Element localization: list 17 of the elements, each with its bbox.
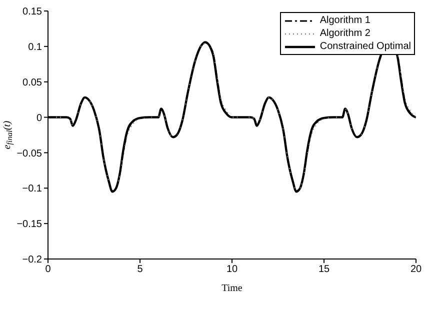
y-tick-label: 0.1 — [28, 42, 42, 53]
legend-label: Constrained Optimal — [320, 41, 411, 52]
y-tick-label: 0 — [36, 112, 42, 124]
x-tick-label: 10 — [226, 264, 238, 276]
y-tick-label: −0.05 — [16, 148, 42, 160]
y-tick-label: −0.2 — [22, 254, 42, 266]
x-tick-label: 0 — [45, 264, 52, 276]
x-tick-label: 20 — [410, 264, 422, 276]
x-tick-label: 15 — [318, 264, 330, 276]
y-tick-label: −0.1 — [22, 184, 42, 195]
x-tick-label: 5 — [137, 264, 144, 276]
y-tick-label: 0.05 — [22, 77, 42, 88]
legend-label: Algorithm 1 — [320, 15, 370, 26]
y-tick-label: 0.15 — [22, 6, 42, 18]
x-axis-title: Time — [222, 283, 243, 294]
legend-label: Algorithm 2 — [320, 28, 370, 39]
y-tick-label: −0.15 — [16, 219, 42, 230]
